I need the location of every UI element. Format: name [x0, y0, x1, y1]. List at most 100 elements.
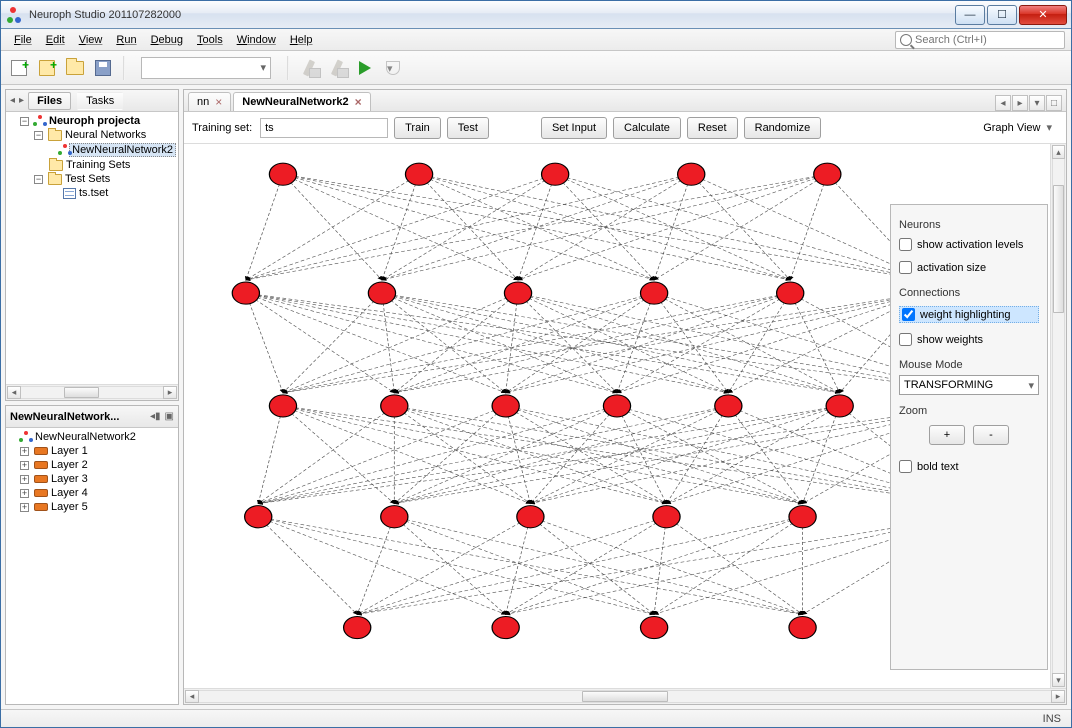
- test-button[interactable]: Test: [447, 117, 489, 139]
- view-mode-select[interactable]: Graph View: [977, 117, 1058, 139]
- weight-highlighting-checkbox[interactable]: weight highlighting: [899, 306, 1039, 323]
- tab-dropdown[interactable]: ▾: [1029, 95, 1045, 111]
- zoom-in-button[interactable]: +: [929, 425, 965, 445]
- folder-icon: [49, 160, 63, 171]
- scroll-left-icon[interactable]: ◂: [10, 95, 15, 106]
- neurons-group-label: Neurons: [899, 219, 1039, 231]
- maximize-button[interactable]: ☐: [987, 5, 1017, 25]
- calculate-button[interactable]: Calculate: [613, 117, 681, 139]
- workspace: ◂ ▸ Files Tasks −Neuroph projecta −Neura…: [1, 85, 1071, 709]
- layer-icon: [34, 475, 48, 483]
- project-tree[interactable]: −Neuroph projecta −Neural Networks NewNe…: [6, 112, 178, 384]
- search-box[interactable]: [895, 31, 1065, 49]
- zoom-out-button[interactable]: -: [973, 425, 1009, 445]
- menu-run[interactable]: Run: [109, 32, 143, 48]
- run-button[interactable]: [353, 56, 377, 80]
- menubar: File Edit View Run Debug Tools Window He…: [1, 29, 1071, 51]
- bold-text-checkbox[interactable]: bold text: [899, 460, 1039, 473]
- train-button[interactable]: Train: [394, 117, 441, 139]
- reset-button[interactable]: Reset: [687, 117, 738, 139]
- scroll-right-icon[interactable]: ▸: [19, 95, 24, 106]
- activation-size-checkbox[interactable]: activation size: [899, 261, 1039, 274]
- search-icon: [900, 34, 912, 46]
- tree-training-sets: Training Sets: [34, 158, 176, 172]
- canvas-vscroll[interactable]: ▴▾: [1050, 144, 1066, 688]
- tab-scroll-right[interactable]: ▸: [1012, 95, 1028, 111]
- nav-root: NewNeuralNetwork2: [20, 430, 176, 444]
- projects-panel-header: ◂ ▸ Files Tasks: [6, 90, 178, 112]
- menu-tools[interactable]: Tools: [190, 32, 230, 48]
- editor-toolbar: Training set: ts Train Test Set Input Ca…: [184, 112, 1066, 144]
- insert-mode-indicator: INS: [1043, 713, 1061, 725]
- menu-edit[interactable]: Edit: [39, 32, 72, 48]
- layer-icon: [34, 489, 48, 497]
- window-title: Neuroph Studio 201107282000: [29, 9, 953, 21]
- build-button[interactable]: [297, 56, 321, 80]
- navigator-header: NewNeuralNetwork... ◂▮ ▣: [6, 406, 178, 428]
- tree-test-sets: −Test Sets: [34, 172, 176, 186]
- tab-maximize[interactable]: □: [1046, 95, 1062, 111]
- close-tab-icon[interactable]: ×: [355, 96, 362, 108]
- save-icon: [95, 60, 111, 76]
- project-icon: [34, 115, 46, 127]
- close-button[interactable]: ✕: [1019, 5, 1067, 25]
- nav-layer: +Layer 4: [20, 486, 176, 500]
- tab-scroll-left[interactable]: ◂: [995, 95, 1011, 111]
- new-file-button[interactable]: [7, 56, 31, 80]
- save-button[interactable]: [91, 56, 115, 80]
- layer-icon: [34, 503, 48, 511]
- randomize-button[interactable]: Randomize: [744, 117, 822, 139]
- separator: [287, 56, 289, 80]
- menu-view[interactable]: View: [72, 32, 110, 48]
- menu-file[interactable]: File: [7, 32, 39, 48]
- search-input[interactable]: [915, 34, 1060, 46]
- config-combo[interactable]: [141, 57, 271, 79]
- menu-help[interactable]: Help: [283, 32, 320, 48]
- show-activation-checkbox[interactable]: show activation levels: [899, 238, 1039, 251]
- close-tab-icon[interactable]: ×: [215, 96, 222, 108]
- canvas-wrap: ▴▾ Neurons show activation levels activa…: [184, 144, 1066, 688]
- menu-window[interactable]: Window: [230, 32, 283, 48]
- tree-nnfile: NewNeuralNetwork2: [48, 142, 176, 158]
- window-pin-icon[interactable]: ▣: [165, 411, 174, 422]
- separator: [123, 56, 125, 80]
- files-tab[interactable]: Files: [28, 92, 71, 110]
- open-button[interactable]: [63, 56, 87, 80]
- set-input-button[interactable]: Set Input: [541, 117, 607, 139]
- editor-tabs: nn× NewNeuralNetwork2× ◂ ▸ ▾ □: [184, 90, 1066, 112]
- minimize-button[interactable]: —: [955, 5, 985, 25]
- proj-scroll[interactable]: ◂▸: [6, 384, 178, 400]
- projects-panel: ◂ ▸ Files Tasks −Neuroph projecta −Neura…: [5, 89, 179, 401]
- connections-group-label: Connections: [899, 287, 1039, 299]
- tasks-tab[interactable]: Tasks: [77, 92, 123, 110]
- open-icon: [66, 61, 84, 75]
- folder-icon: [48, 130, 62, 141]
- new-file-icon: [11, 60, 27, 76]
- navigator-title: NewNeuralNetwork...: [10, 411, 119, 423]
- view-options-panel: Neurons show activation levels activatio…: [890, 204, 1048, 670]
- network-icon: [20, 431, 32, 443]
- training-set-select[interactable]: ts: [260, 118, 388, 138]
- menu-debug[interactable]: Debug: [144, 32, 190, 48]
- editor-tab-nn[interactable]: nn×: [188, 92, 231, 111]
- show-weights-checkbox[interactable]: show weights: [899, 333, 1039, 346]
- new-project-button[interactable]: [35, 56, 59, 80]
- titlebar[interactable]: Neuroph Studio 201107282000 — ☐ ✕: [1, 1, 1071, 29]
- navigator-tree[interactable]: NewNeuralNetwork2 +Layer 1 +Layer 2 +Lay…: [6, 428, 178, 704]
- editor-area: nn× NewNeuralNetwork2× ◂ ▸ ▾ □ Training …: [183, 89, 1067, 705]
- tree-project-root: −Neuroph projecta: [20, 114, 176, 128]
- folder-icon: [48, 174, 62, 185]
- clean-build-button[interactable]: [325, 56, 349, 80]
- window-list-icon[interactable]: ◂▮: [150, 411, 161, 422]
- editor-tab-nn2[interactable]: NewNeuralNetwork2×: [233, 92, 370, 111]
- canvas-hscroll[interactable]: ◂▸: [184, 688, 1066, 704]
- debug-button[interactable]: ▾: [381, 56, 405, 80]
- play-icon: [359, 61, 371, 75]
- layer-icon: [34, 461, 48, 469]
- statusbar: INS: [1, 709, 1071, 727]
- app-window: Neuroph Studio 201107282000 — ☐ ✕ File E…: [0, 0, 1072, 728]
- zoom-label: Zoom: [899, 405, 1039, 417]
- mouse-mode-select[interactable]: TRANSFORMING: [899, 375, 1039, 395]
- tree-neural-networks: −Neural Networks: [34, 128, 176, 142]
- tree-tsfile: ts.tset: [48, 186, 176, 200]
